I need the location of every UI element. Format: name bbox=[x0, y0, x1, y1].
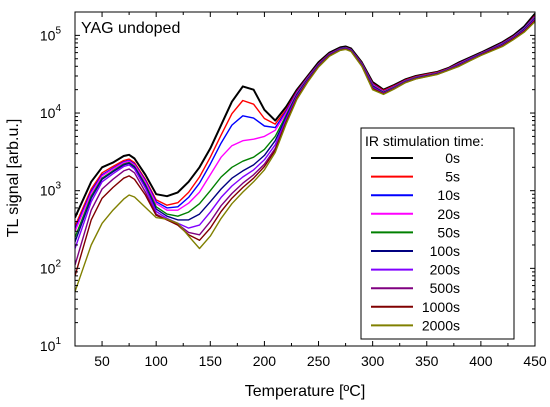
legend-items: 0s 5s 10s 20s 50s 100s 200s 500s 1000s 2000s bbox=[371, 150, 460, 333]
legend-title: IR stimulation time: bbox=[365, 133, 484, 149]
legend-label-0s: 0s bbox=[445, 150, 460, 166]
y-tick-label: 103 bbox=[40, 181, 62, 199]
x-tick-label: 100 bbox=[144, 353, 168, 369]
x-tick-label: 50 bbox=[94, 353, 110, 369]
x-tick-label: 150 bbox=[199, 353, 223, 369]
legend-label-20s: 20s bbox=[437, 206, 460, 222]
x-tick-label: 250 bbox=[307, 353, 331, 369]
legend-box bbox=[360, 127, 515, 340]
y-axis: 101 102 103 104 105 bbox=[40, 11, 535, 354]
y-tick-label: 105 bbox=[40, 25, 62, 43]
chart-annotation: YAG undoped bbox=[81, 20, 180, 37]
series-line-2000s bbox=[75, 21, 535, 292]
legend: IR stimulation time: 0s 5s 10s 20s 50s 100s 20… bbox=[360, 127, 515, 340]
legend-label-10s: 10s bbox=[437, 187, 460, 203]
legend-label-50s: 50s bbox=[437, 224, 460, 240]
y-axis-label: TL signal [arb.u.] bbox=[5, 119, 22, 238]
y-tick-label: 104 bbox=[40, 103, 62, 121]
legend-label-5s: 5s bbox=[445, 169, 460, 185]
plot-frame bbox=[74, 11, 536, 347]
x-tick-label: 400 bbox=[469, 353, 493, 369]
x-tick-label: 200 bbox=[253, 353, 277, 369]
y-tick-label: 102 bbox=[40, 258, 62, 276]
legend-label-100s: 100s bbox=[430, 243, 460, 259]
x-tick-label: 300 bbox=[361, 353, 385, 369]
x-tick-label: 450 bbox=[523, 353, 547, 369]
legend-label-2000s: 2000s bbox=[422, 317, 460, 333]
x-axis-label: Temperature [ºC] bbox=[245, 383, 366, 400]
legend-label-1000s: 1000s bbox=[422, 299, 460, 315]
x-tick-label: 350 bbox=[415, 353, 439, 369]
legend-label-200s: 200s bbox=[430, 262, 460, 278]
y-tick-label: 101 bbox=[40, 336, 62, 354]
legend-label-500s: 500s bbox=[430, 280, 460, 296]
x-axis: 50 100 150 200 250 300 350 400 450 bbox=[74, 12, 547, 369]
series-layer bbox=[75, 13, 535, 292]
